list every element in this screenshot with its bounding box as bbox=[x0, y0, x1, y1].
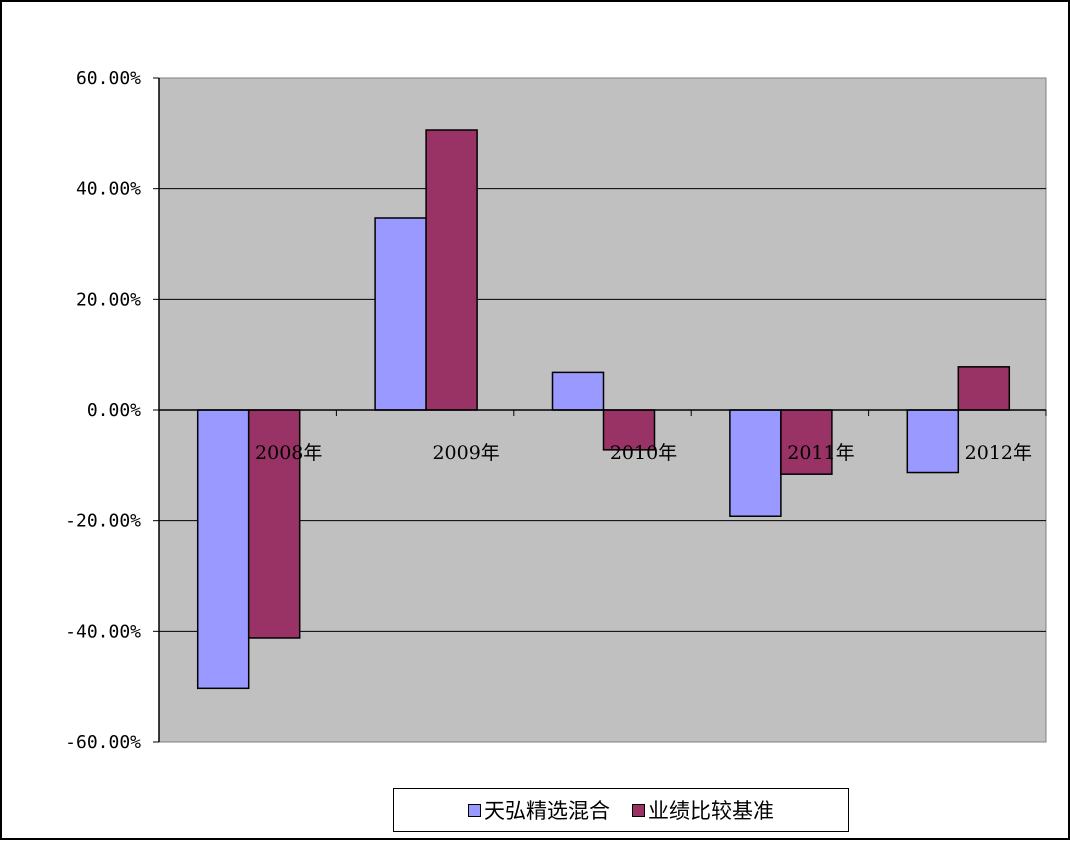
axes bbox=[158, 78, 1047, 742]
legend-entry-series-2: 业绩比较基准 bbox=[632, 795, 774, 825]
category-label: 2008年 bbox=[255, 442, 322, 464]
bar-series-2-1 bbox=[425, 129, 478, 411]
legend: 天弘精选混合 业绩比较基准 bbox=[393, 788, 849, 832]
legend-swatch-series-2 bbox=[632, 803, 645, 817]
legend-label-series-1: 天弘精选混合 bbox=[484, 799, 610, 823]
y-tick-label: -60.00% bbox=[65, 732, 141, 753]
y-tick-label: 20.00% bbox=[76, 289, 141, 310]
y-axis-ticks: 60.00% 40.00% 20.00% 0.00% -20.00% -40.00% -60… bbox=[65, 68, 159, 753]
legend-label-series-2: 业绩比较基准 bbox=[648, 799, 774, 823]
bar-series-1-0 bbox=[196, 409, 250, 690]
bar-series-1-4 bbox=[906, 409, 960, 474]
gridlines bbox=[159, 188, 1046, 632]
bar-series-2-4 bbox=[957, 366, 1011, 411]
category-label: 2010年 bbox=[610, 442, 677, 464]
bar-series-1-1 bbox=[374, 217, 427, 411]
y-tick-label: 0.00% bbox=[87, 400, 141, 421]
category-label: 2011年 bbox=[787, 442, 854, 464]
y-tick-label: -20.00% bbox=[65, 511, 141, 532]
y-tick-label: -40.00% bbox=[65, 621, 141, 642]
bar-series-2-0 bbox=[247, 409, 301, 639]
legend-swatch-series-1 bbox=[468, 803, 481, 817]
bar-series-1-2 bbox=[551, 371, 605, 411]
bar-series-1-3 bbox=[729, 409, 782, 517]
legend-entry-series-1: 天弘精选混合 bbox=[468, 795, 610, 825]
category-label: 2012年 bbox=[965, 442, 1032, 464]
y-tick-label: 60.00% bbox=[76, 68, 141, 89]
category-labels: 2008年 2009年 2010年 2011年 2012年 bbox=[255, 442, 1032, 464]
bars bbox=[196, 129, 1011, 690]
y-tick-label: 40.00% bbox=[76, 179, 141, 200]
category-label: 2009年 bbox=[432, 442, 499, 464]
